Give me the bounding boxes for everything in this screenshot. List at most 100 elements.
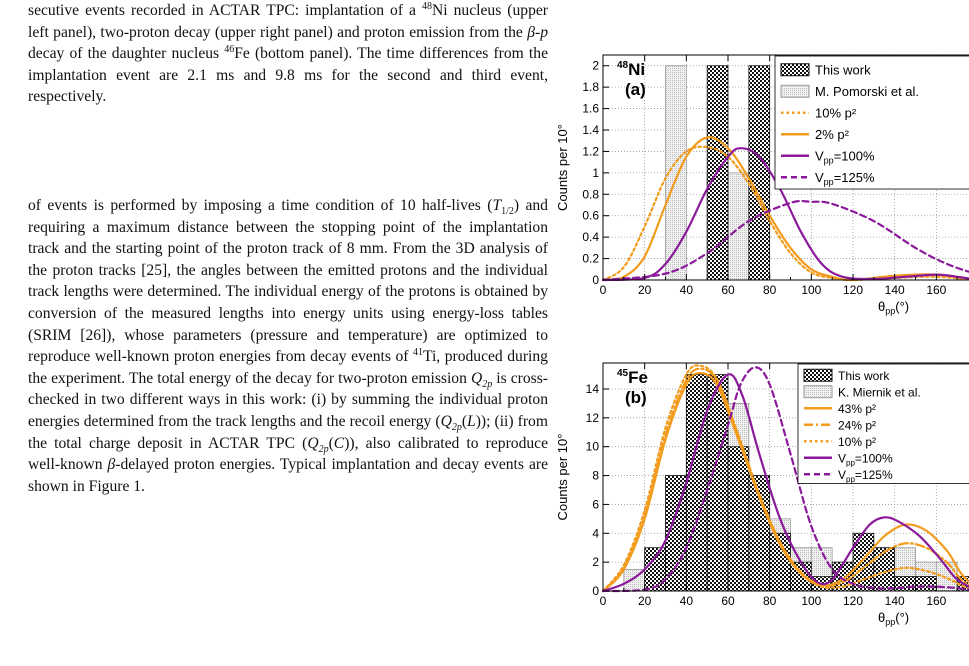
x-tick-label: 20 — [638, 594, 652, 608]
x-tick-label: 40 — [680, 594, 694, 608]
x-tick-label: 40 — [680, 283, 694, 297]
body-fragment: -delayed proton energies. Typical implan… — [28, 456, 548, 495]
body-fragment: Q — [307, 434, 319, 452]
this-work-bar — [748, 65, 771, 281]
this-work-bar — [644, 547, 666, 592]
x-tick-label: 0 — [600, 594, 607, 608]
caption-fragment: decay of the daughter nucleus — [28, 45, 225, 63]
y-axis-label: Counts per 10° — [555, 124, 570, 211]
panel-45fe-chart: 0 20 40 60 80 100 120 140 160 180 0 2 4 6 8 10 12 14 θpp(°… — [555, 362, 969, 627]
reference-bar — [727, 172, 750, 281]
series-curve — [601, 199, 969, 282]
y-tick-label: 0.6 — [582, 209, 599, 223]
legend-label: 10% p² — [815, 105, 857, 120]
body-paragraph: of events is performed by imposing a tim… — [28, 195, 548, 497]
body-fragment: ( — [328, 434, 334, 452]
x-tick-label: 180 — [968, 594, 969, 608]
body-fragment: of events is performed by imposing a tim… — [28, 197, 493, 214]
panel-label: (b) — [625, 388, 647, 407]
legend-label: 43% p² — [838, 402, 876, 416]
body-fragment: 2p — [451, 422, 462, 434]
legend-label: This work — [838, 369, 890, 383]
x-tick-label: 100 — [801, 594, 821, 608]
body-fragment: 41 — [412, 346, 423, 358]
x-tick-label: 60 — [721, 594, 735, 608]
x-tick-label: 120 — [843, 283, 863, 297]
series-curve — [601, 364, 969, 593]
x-tick-label: 80 — [763, 594, 777, 608]
y-tick-label: 0.2 — [582, 252, 599, 266]
body-fragment: ( — [461, 412, 468, 430]
y-tick-label: 1 — [592, 166, 599, 180]
nucleus-label: 45Fe — [617, 368, 648, 387]
body-fragment: 2p — [482, 378, 493, 390]
body-fragment: )); (ii) from the total charge deposit i… — [28, 412, 548, 452]
y-tick-label: 2 — [592, 555, 599, 569]
legend-label: 10% p² — [838, 435, 876, 449]
x-tick-label: 140 — [885, 283, 905, 297]
y-tick-label: 8 — [592, 469, 599, 483]
body-fragment: Q — [440, 412, 452, 430]
body-fragment: T — [492, 197, 502, 214]
y-tick-label: 0.8 — [582, 187, 599, 201]
body-fragment: ) and requiring a maximum distance betwe… — [28, 197, 548, 366]
y-tick-label: 4 — [592, 526, 599, 540]
y-tick-label: 6 — [592, 497, 599, 511]
legend-label: This work — [815, 62, 871, 77]
y-tick-label: 0 — [592, 584, 599, 598]
body-fragment: 2p — [318, 443, 329, 455]
legend-swatch — [780, 84, 810, 98]
y-tick-label: 14 — [586, 382, 600, 396]
panel-label: (a) — [625, 80, 646, 99]
body-fragment: Q — [470, 369, 483, 387]
legend-swatch — [780, 63, 810, 77]
legend-label: M. Pomorski et al. — [815, 84, 919, 99]
y-axis-label: Counts per 10° — [555, 434, 570, 521]
y-tick-label: 1.6 — [582, 102, 599, 116]
this-work-bar — [727, 446, 750, 592]
legend-box — [774, 55, 969, 190]
body-fragment: C — [333, 434, 345, 452]
x-tick-label: 140 — [885, 594, 905, 608]
y-tick-label: 0.4 — [582, 230, 599, 244]
x-tick-label: 160 — [926, 594, 946, 608]
y-tick-label: 2 — [592, 59, 599, 73]
caption-fragment: - — [535, 23, 541, 41]
panel-48ni-chart: 0 20 40 60 80 100 120 140 160 180 0 0.2 0.4 0.6 0.8 1 1.… — [555, 54, 969, 316]
body-fragment: β — [107, 456, 116, 474]
x-tick-label: 60 — [721, 283, 735, 297]
y-tick-label: 1.8 — [582, 80, 599, 94]
body-fragment: )), also calibrated to reproduce well-kn… — [28, 434, 549, 474]
body-fragment: Ti, produced during the experiment. The … — [28, 348, 548, 387]
legend-swatch — [803, 385, 833, 399]
x-axis-label: θpp(°) — [878, 299, 909, 316]
this-work-bar — [915, 576, 937, 592]
caption-fragment: Ni nucleus (upper left panel), two-proto… — [28, 2, 548, 41]
body-fragment: is cross-checked in two different ways i… — [28, 369, 548, 430]
x-tick-label: 160 — [926, 283, 946, 297]
caption-fragment: 46 — [224, 44, 235, 55]
caption-fragment: β — [527, 23, 535, 41]
legend-label: K. Miernik et al. — [838, 385, 921, 399]
y-tick-label: 1.2 — [582, 144, 599, 158]
series-curve — [601, 373, 969, 593]
x-tick-label: 100 — [801, 283, 821, 297]
nucleus-label: 48Ni — [617, 60, 645, 79]
caption-fragment: secutive events recorded in ACTAR TPC: i… — [28, 2, 422, 19]
legend-label: 2% p² — [815, 127, 850, 142]
y-tick-label: 12 — [586, 411, 600, 425]
this-work-bar — [685, 374, 708, 592]
caption-fragment: p — [540, 23, 548, 41]
caption-fragment: 48 — [422, 0, 432, 12]
legend-label: 24% p² — [838, 418, 876, 432]
x-tick-label: 20 — [638, 283, 652, 297]
figure-caption-continuation: secutive events recorded in ACTAR TPC: i… — [28, 0, 548, 108]
x-tick-label: 0 — [600, 283, 607, 297]
body-fragment: L — [467, 412, 476, 430]
y-tick-label: 1.4 — [582, 123, 599, 137]
body-fragment: 1/2 — [501, 206, 514, 218]
series-curve — [601, 366, 969, 593]
caption-fragment: Fe (bottom panel). The time differences … — [28, 45, 548, 106]
x-tick-label: 80 — [763, 283, 777, 297]
